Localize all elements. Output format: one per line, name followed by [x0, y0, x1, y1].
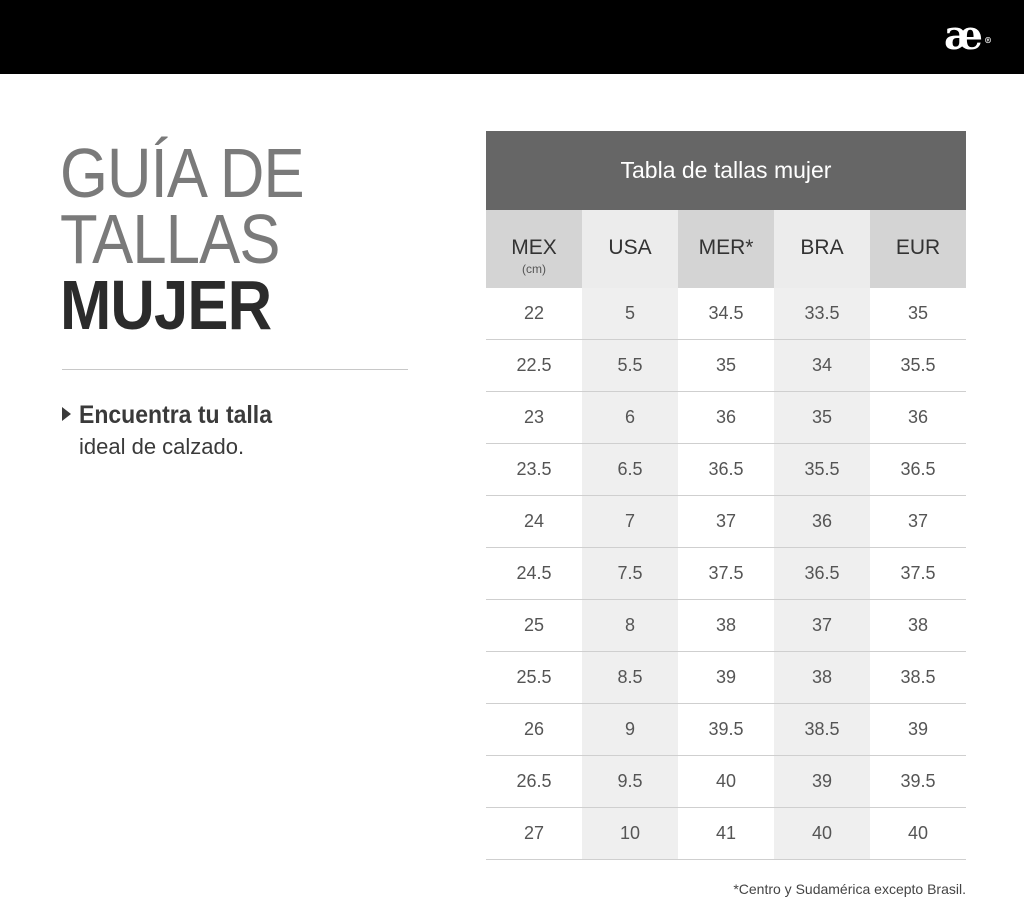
table-title: Tabla de tallas mujer: [486, 131, 966, 210]
column-header-usa: USA: [582, 210, 678, 288]
table-cell: 38: [907, 615, 929, 635]
table-cell: 39.5: [708, 719, 744, 739]
table-cell: 9.5: [582, 756, 678, 807]
table-cell: 35: [907, 303, 929, 323]
table-row: 26 9 39.5 38.5 39: [486, 704, 966, 756]
table-header-row: MEX (cm) USA MER* BRA EUR: [486, 210, 966, 288]
column-header-mex: MEX (cm): [486, 210, 582, 288]
table-cell: 36.5: [708, 459, 744, 479]
page-title: GUÍA DE TALLAS MUJER: [60, 134, 337, 344]
size-table: Tabla de tallas mujer MEX (cm) USA MER* …: [486, 131, 966, 860]
table-row: 27 10 41 40 40: [486, 808, 966, 860]
title-line-3: MUJER: [60, 266, 272, 344]
top-bar: æ ®: [0, 0, 1024, 74]
table-cell: 40: [774, 808, 870, 859]
table-cell: 8.5: [582, 652, 678, 703]
table-cell: 25: [523, 615, 545, 635]
table-cell: 23.5: [516, 459, 552, 479]
table-cell: 9: [582, 704, 678, 755]
table-row: 25 8 38 37 38: [486, 600, 966, 652]
table-body: 22 5 34.5 33.5 35 22.5 5.5 35 34 35.5 23 6 36 35 36 23.…: [486, 288, 966, 860]
table-cell: 6.5: [582, 444, 678, 495]
table-cell: 8: [582, 600, 678, 651]
table-row: 23.5 6.5 36.5 35.5 36.5: [486, 444, 966, 496]
table-cell: 39.5: [900, 771, 936, 791]
table-cell: 23: [523, 407, 545, 427]
table-cell: 39: [907, 719, 929, 739]
title-line-2: TALLAS: [60, 200, 280, 278]
table-cell: 36: [907, 407, 929, 427]
table-cell: 5.5: [582, 340, 678, 391]
brand-logo[interactable]: æ ®: [943, 12, 992, 59]
table-cell: 36.5: [900, 459, 936, 479]
tagline-light: ideal de calzado.: [79, 434, 245, 459]
column-label: MER*: [698, 236, 754, 259]
table-cell: 7: [582, 496, 678, 547]
table-cell: 41: [715, 823, 737, 843]
table-cell: 36.5: [774, 548, 870, 599]
table-cell: 24: [523, 511, 545, 531]
table-cell: 5: [582, 288, 678, 339]
table-row: 22 5 34.5 33.5 35: [486, 288, 966, 340]
table-cell: 6: [582, 392, 678, 443]
table-cell: 34: [774, 340, 870, 391]
triangle-right-icon: [62, 407, 71, 421]
column-label: EUR: [895, 236, 941, 259]
title-line-1: GUÍA DE: [60, 134, 305, 212]
table-cell: 36: [774, 496, 870, 547]
table-row: 26.5 9.5 40 39 39.5: [486, 756, 966, 808]
table-row: 24.5 7.5 37.5 36.5 37.5: [486, 548, 966, 600]
table-cell: 22: [523, 303, 545, 323]
table-cell: 39: [715, 667, 737, 687]
table-cell: 37: [774, 600, 870, 651]
table-cell: 33.5: [774, 288, 870, 339]
column-unit: (cm): [522, 262, 546, 276]
table-cell: 35: [774, 392, 870, 443]
footnote: *Centro y Sudamérica excepto Brasil.: [733, 881, 966, 897]
table-cell: 38: [774, 652, 870, 703]
table-cell: 10: [582, 808, 678, 859]
logo-text: æ: [943, 12, 983, 59]
table-cell: 35: [715, 355, 737, 375]
table-cell: 24.5: [516, 563, 552, 583]
table-cell: 37: [715, 511, 737, 531]
table-cell: 40: [907, 823, 929, 843]
table-cell: 27: [523, 823, 545, 843]
table-cell: 26.5: [516, 771, 552, 791]
table-cell: 38.5: [774, 704, 870, 755]
table-row: 25.5 8.5 39 38 38.5: [486, 652, 966, 704]
registered-mark: ®: [984, 35, 992, 45]
column-label: MEX: [511, 236, 557, 259]
table-cell: 39: [774, 756, 870, 807]
table-row: 24 7 37 36 37: [486, 496, 966, 548]
column-header-mer: MER*: [678, 210, 774, 288]
table-cell: 7.5: [582, 548, 678, 599]
column-header-bra: BRA: [774, 210, 870, 288]
table-cell: 35.5: [774, 444, 870, 495]
table-cell: 35.5: [900, 355, 936, 375]
table-cell: 37.5: [708, 563, 744, 583]
table-cell: 26: [523, 719, 545, 739]
table-cell: 38.5: [900, 667, 936, 687]
table-row: 22.5 5.5 35 34 35.5: [486, 340, 966, 392]
table-cell: 37: [907, 511, 929, 531]
column-label: BRA: [800, 236, 844, 259]
table-cell: 36: [715, 407, 737, 427]
table-cell: 40: [715, 771, 737, 791]
column-label: USA: [608, 236, 652, 259]
tagline-strong: Encuentra tu talla: [79, 401, 272, 429]
table-row: 23 6 36 35 36: [486, 392, 966, 444]
table-cell: 38: [715, 615, 737, 635]
table-cell: 22.5: [516, 355, 552, 375]
table-cell: 34.5: [708, 303, 744, 323]
table-cell: 37.5: [900, 563, 936, 583]
title-divider: [62, 369, 408, 370]
column-header-eur: EUR: [870, 210, 966, 288]
table-cell: 25.5: [516, 667, 552, 687]
